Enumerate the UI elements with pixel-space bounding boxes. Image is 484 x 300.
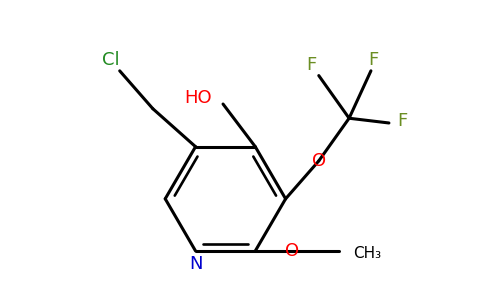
Text: HO: HO — [184, 89, 212, 107]
Text: N: N — [189, 255, 202, 273]
Text: F: F — [368, 51, 378, 69]
Text: O: O — [285, 242, 299, 260]
Text: F: F — [306, 56, 317, 74]
Text: F: F — [397, 112, 408, 130]
Text: O: O — [312, 152, 326, 170]
Text: Cl: Cl — [103, 51, 120, 69]
Text: CH₃: CH₃ — [353, 246, 381, 261]
